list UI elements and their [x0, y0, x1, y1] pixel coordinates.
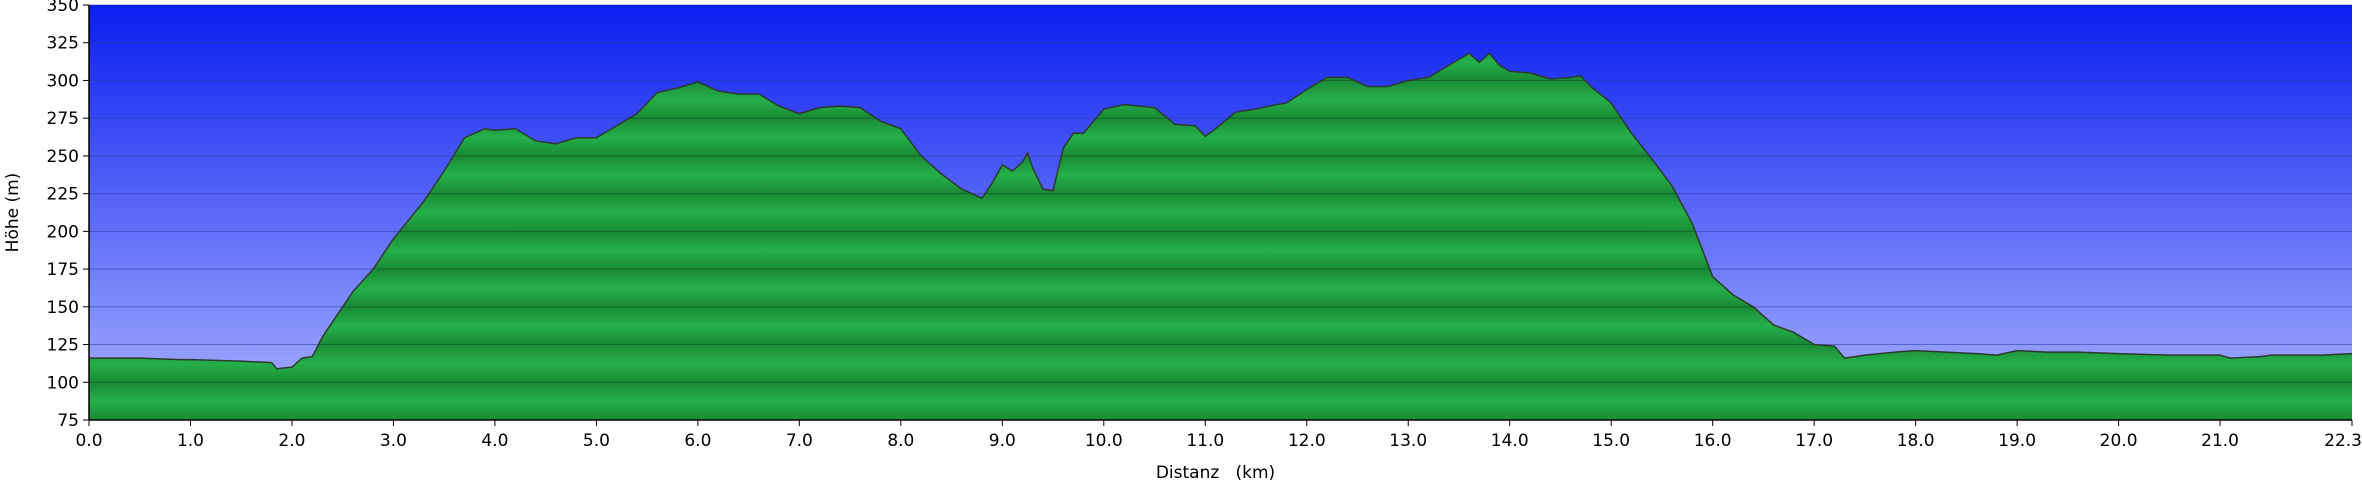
y-tick-label: 350 — [47, 0, 79, 16]
x-tick-label: 7.0 — [786, 431, 813, 451]
y-tick-label: 300 — [47, 71, 79, 91]
x-tick-label: 5.0 — [583, 431, 610, 451]
elevation-outline — [89, 52, 2353, 370]
x-tick-label: 15.0 — [1592, 431, 1630, 451]
x-tick-label: 19.0 — [1998, 431, 2036, 451]
y-tick-label: 100 — [47, 373, 79, 393]
x-axis-ticks: 0.0 1.0 2.0 3.0 4.0 5.0 6.0 7.0 8.0 9.0 10.0 11.0 12… — [75, 420, 2362, 451]
y-tick-label: 325 — [47, 34, 79, 54]
x-tick-label: 12.0 — [1288, 431, 1326, 451]
x-tick-label: 8.0 — [887, 431, 914, 451]
y-axis-title: Höhe (m) — [3, 173, 23, 253]
x-tick-label: 13.0 — [1389, 431, 1427, 451]
y-tick-label: 225 — [47, 185, 79, 205]
y-tick-label: 250 — [47, 147, 79, 167]
x-tick-label: 11.0 — [1186, 431, 1224, 451]
axes — [88, 5, 2352, 421]
y-tick-label: 175 — [47, 260, 79, 280]
x-tick-label: 6.0 — [684, 431, 711, 451]
y-axis-ticks: 75 100 125 150 175 200 225 250 275 300 325 350 — [47, 0, 89, 431]
x-tick-label: 0.0 — [75, 431, 102, 451]
y-tick-label: 150 — [47, 298, 79, 318]
x-tick-label: 3.0 — [380, 431, 407, 451]
x-tick-label: 16.0 — [1694, 431, 1732, 451]
x-axis-title: Distanz (km) — [1156, 463, 1275, 483]
area-band — [89, 382, 2352, 420]
x-tick-label: 4.0 — [481, 431, 508, 451]
x-tick-label: 14.0 — [1491, 431, 1529, 451]
x-tick-label: 17.0 — [1795, 431, 1833, 451]
x-tick-label: 18.0 — [1897, 431, 1935, 451]
y-tick-label: 125 — [47, 336, 79, 356]
x-tick-label: 20.0 — [2100, 431, 2138, 451]
x-tick-label: 21.0 — [2201, 431, 2239, 451]
y-tick-label: 75 — [57, 411, 79, 431]
x-tick-label: 2.0 — [278, 431, 305, 451]
x-tick-label: 9.0 — [989, 431, 1016, 451]
y-tick-label: 200 — [47, 222, 79, 242]
x-tick-label: 22.3 — [2324, 431, 2362, 451]
y-tick-label: 275 — [47, 109, 79, 129]
x-tick-label: 10.0 — [1085, 431, 1123, 451]
x-tick-label: 1.0 — [177, 431, 204, 451]
